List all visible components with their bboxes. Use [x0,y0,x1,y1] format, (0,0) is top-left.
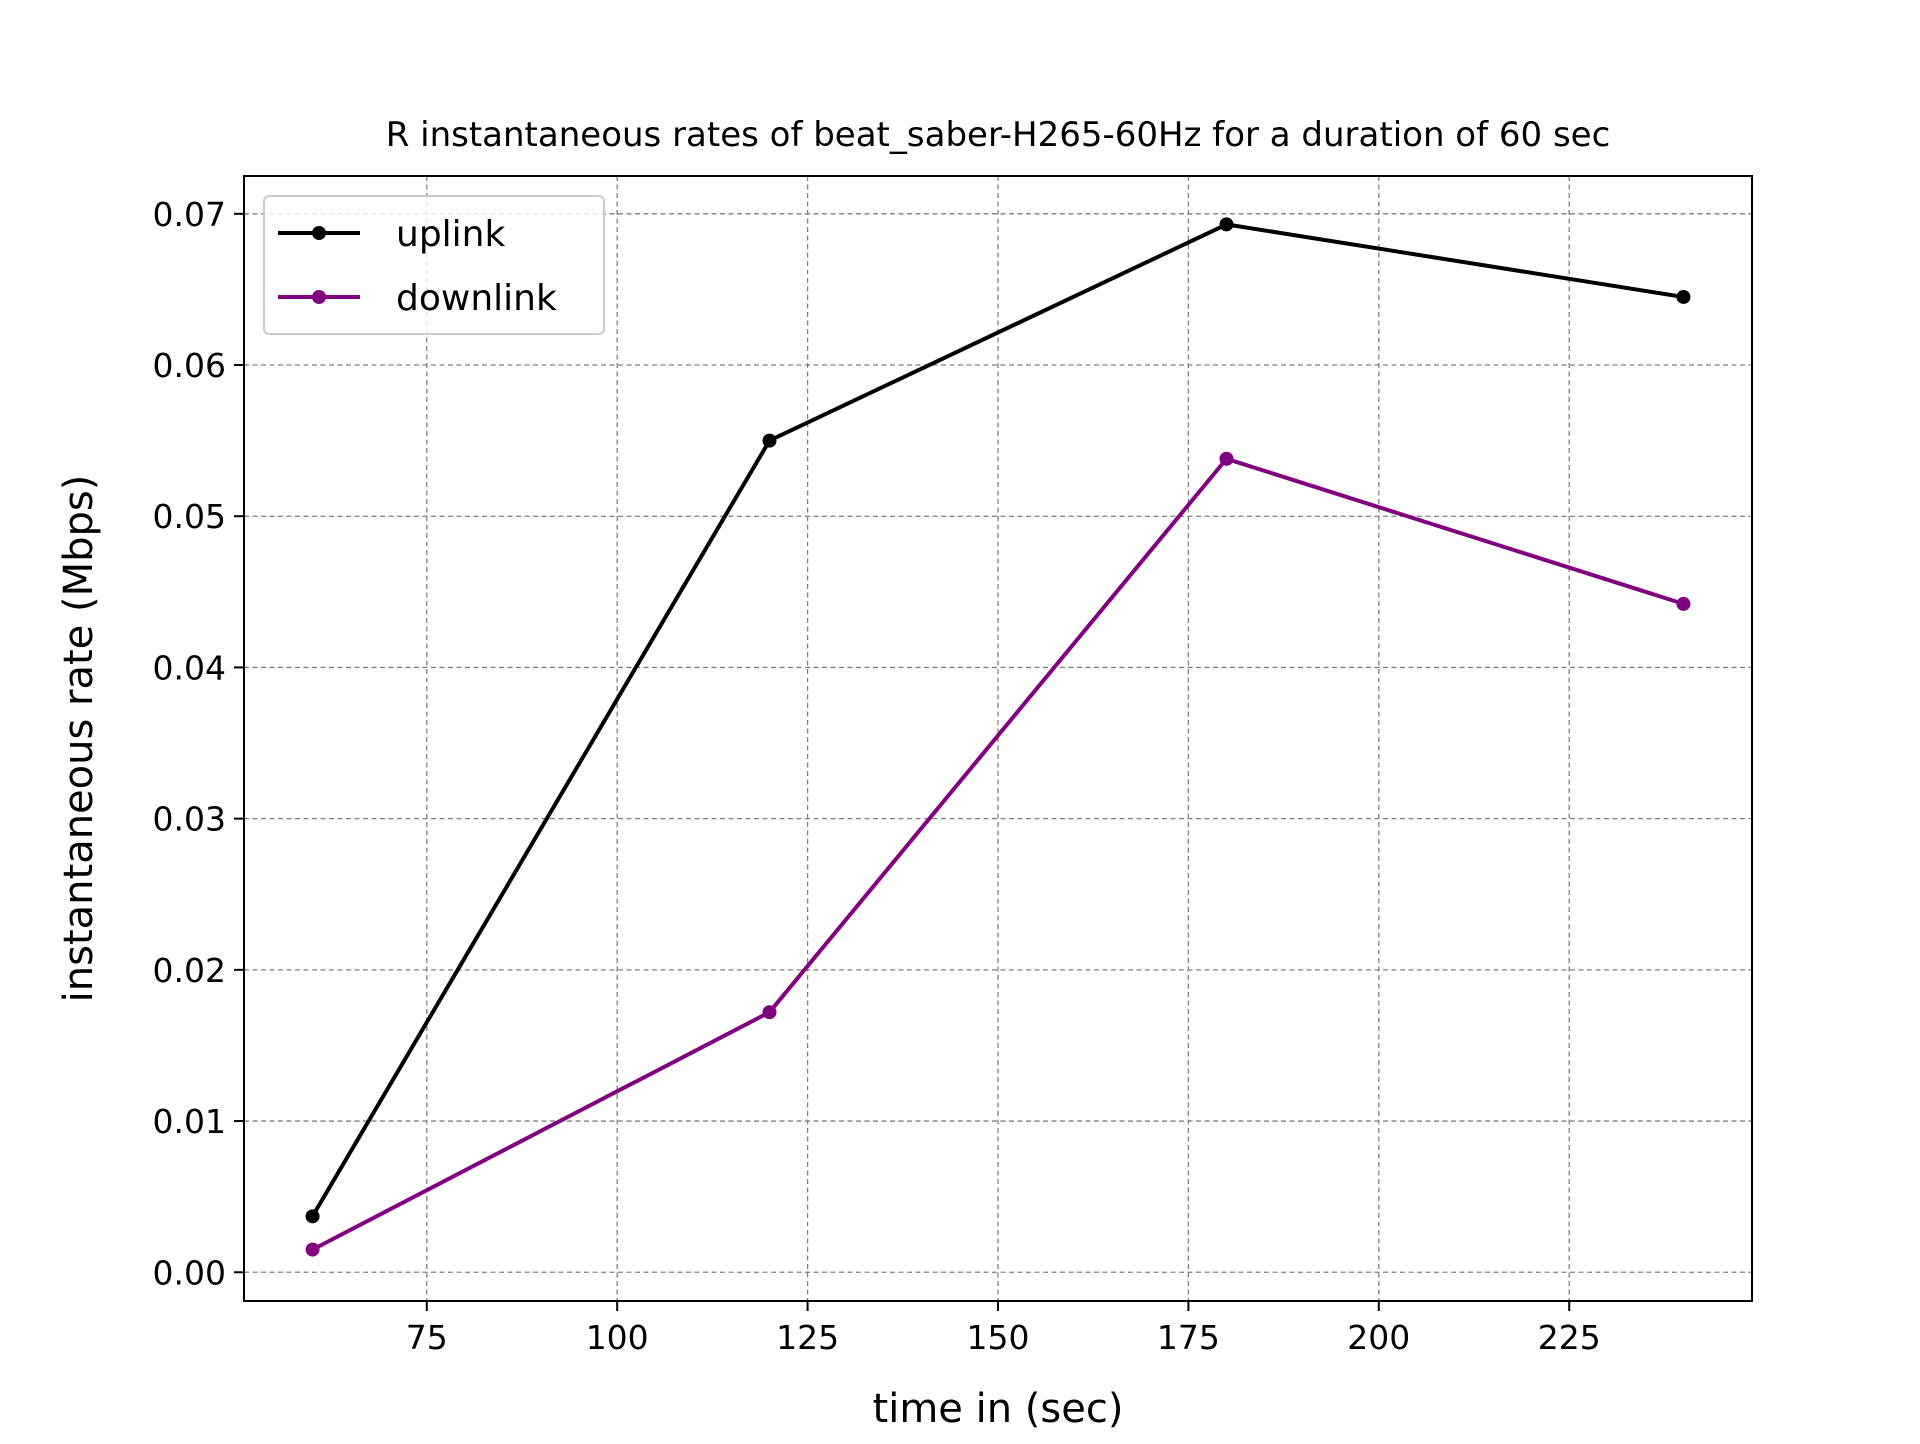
y-tick-label: 0.00 [153,1253,226,1292]
x-axis-title: time in (sec) [873,1386,1124,1432]
data-point-downlink [1676,596,1691,611]
y-tick-label: 0.03 [153,800,226,839]
legend-label-downlink: downlink [396,278,557,319]
series-line-downlink [309,456,1687,1253]
x-tick-label: 125 [776,1318,839,1357]
legend-marker-uplink [312,226,326,240]
data-point-uplink [762,433,777,448]
series-layer [305,217,1691,1257]
data-point-uplink [1219,217,1234,232]
x-tick-label: 75 [406,1318,448,1357]
y-tick-label: 0.07 [153,195,226,234]
y-tick-label: 0.02 [153,951,226,990]
legend-label-uplink: uplink [396,214,505,255]
y-tick-label: 0.05 [153,497,226,536]
x-tick-label: 175 [1157,1318,1220,1357]
data-point-downlink [762,1005,777,1020]
x-tick-label: 225 [1538,1318,1601,1357]
x-tick-label: 100 [586,1318,649,1357]
x-tick-label: 150 [967,1318,1030,1357]
plot-frame [243,175,1753,1302]
legend-marker-downlink [312,290,326,304]
series-line-uplink [309,222,1686,1220]
legend: uplink downlink [263,195,605,335]
y-axis-title: instantaneous rate (Mbps) [56,475,102,1003]
y-tick-label: 0.04 [153,648,226,687]
data-point-downlink [305,1242,320,1257]
data-point-downlink [1219,451,1234,466]
legend-box [263,195,605,335]
x-tick-label: 200 [1347,1318,1410,1357]
data-point-uplink [305,1209,320,1224]
tick-layer: 75 100 125 150 175 200 225 0.00 0.01 0.02 0.03 0.04… [153,195,1601,1357]
y-tick-label: 0.01 [153,1102,226,1141]
y-tick-label: 0.06 [153,346,226,385]
chart-title: R instantaneous rates of beat_saber-H265… [386,115,1611,155]
legend-items: uplink downlink [278,214,557,319]
data-point-uplink [1676,289,1691,304]
